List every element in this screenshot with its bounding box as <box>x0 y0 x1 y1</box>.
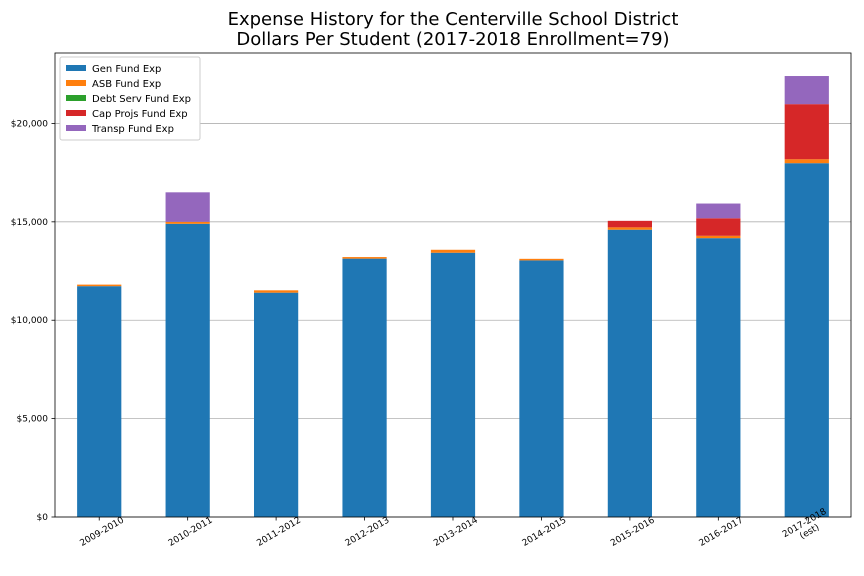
bar-segment <box>607 229 652 517</box>
x-tick-label: 2016-2017 <box>698 516 745 549</box>
bar-segment <box>165 221 210 224</box>
legend-swatch <box>66 95 86 101</box>
y-tick-label: $5,000 <box>17 415 49 425</box>
x-tick-label: 2010-2011 <box>167 516 214 549</box>
bar-segment <box>607 220 652 228</box>
bar-segment <box>696 238 741 517</box>
legend-swatch <box>66 125 86 131</box>
x-tick-label-group: 2015-2016 <box>609 515 657 548</box>
legend-swatch <box>66 80 86 86</box>
bar-segment <box>519 260 564 517</box>
bar-segment <box>165 223 210 517</box>
bar-segment <box>342 258 387 517</box>
x-tick-label: 2013-2014 <box>432 515 480 548</box>
x-tick-label-group: 2010-2011 <box>167 516 214 549</box>
bar-segment <box>342 257 387 259</box>
y-axis-ticks: $0 $5,000 $10,000 $15,000 $20,000 <box>11 119 55 523</box>
legend-label: Debt Serv Fund Exp <box>92 94 191 105</box>
x-tick-label: 2012-2013 <box>344 516 391 549</box>
bar-segment <box>696 235 741 239</box>
x-tick-label: 2015-2016 <box>609 515 657 548</box>
bar-segment <box>430 249 476 253</box>
x-tick-label-group: 2011-2012 <box>255 516 302 549</box>
bar-segment <box>696 218 741 236</box>
chart-title-line: Dollars Per Student (2017-2018 Enrollmen… <box>236 29 669 50</box>
bar-segment <box>430 252 476 517</box>
legend-label: Transp Fund Exp <box>91 124 174 135</box>
bar-segment <box>784 104 829 160</box>
legend-box <box>59 56 201 141</box>
x-tick-label-group: 2013-2014 <box>432 515 480 548</box>
bar-segment <box>784 159 829 164</box>
bar-segment <box>784 163 829 518</box>
legend: Gen Fund Exp ASB Fund Exp Debt Serv Fund E… <box>59 56 201 141</box>
bar-segment <box>254 292 299 517</box>
legend-label: ASB Fund Exp <box>92 79 161 90</box>
y-tick-label: $20,000 <box>11 119 48 129</box>
x-tick-label-group: 2012-2013 <box>344 516 391 549</box>
y-tick-label: $0 <box>37 513 49 523</box>
legend-label: Cap Projs Fund Exp <box>92 109 188 120</box>
y-tick-label: $15,000 <box>11 218 48 228</box>
legend-swatch <box>66 65 86 71</box>
bar-segment <box>254 290 299 293</box>
chart-title-line: Expense History for the Centerville Scho… <box>228 9 679 30</box>
bar-segment <box>607 227 652 230</box>
x-tick-label: 2011-2012 <box>255 516 302 549</box>
x-tick-label: 2009-2010 <box>78 515 126 548</box>
bar-segment <box>784 76 829 105</box>
x-tick-label-group: 2014-2015 <box>521 516 568 549</box>
bar-segment <box>77 286 122 517</box>
bar-segment <box>165 192 210 222</box>
chart-title: Expense History for the Centerville Scho… <box>228 9 679 50</box>
bar-segment <box>696 203 741 219</box>
legend-label: Gen Fund Exp <box>92 64 161 75</box>
bar-segment <box>519 258 564 261</box>
legend-swatch <box>66 110 86 116</box>
bar-segment <box>77 284 122 287</box>
y-tick-label: $10,000 <box>11 316 48 326</box>
bars <box>77 76 829 518</box>
x-tick-label-group: 2016-2017 <box>698 516 745 549</box>
x-tick-label-group: 2009-2010 <box>78 515 126 548</box>
x-tick-label: 2014-2015 <box>521 516 568 549</box>
